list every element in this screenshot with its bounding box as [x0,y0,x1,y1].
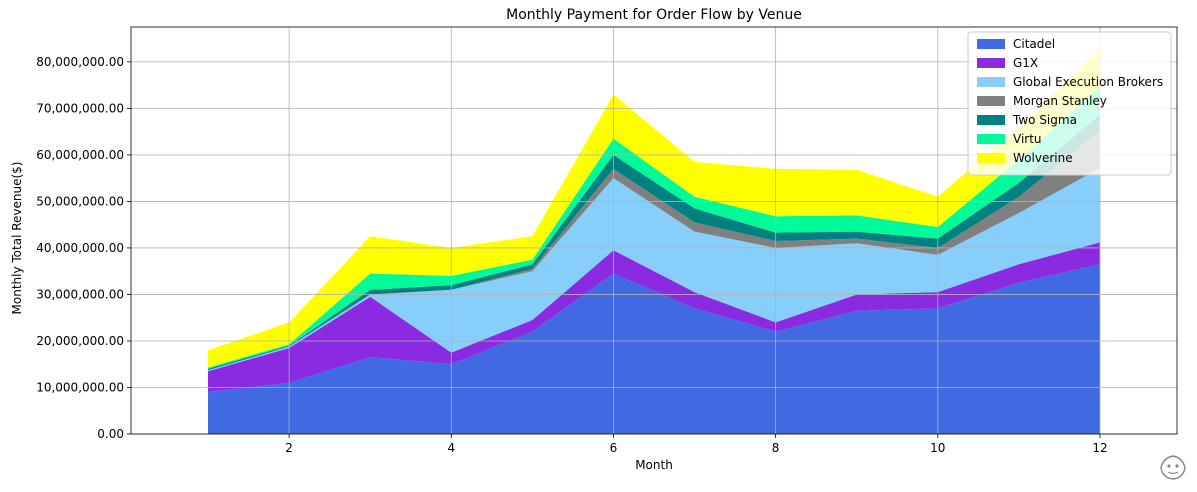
y-tick-label: 60,000,000.00 [36,148,124,162]
y-tick-label: 20,000,000.00 [36,334,124,348]
y-tick-label: 30,000,000.00 [36,287,124,301]
axes-frame [130,26,1178,435]
legend-swatch [977,96,1005,106]
x-axis-ticks: 2 4 6 8 10 12 [285,434,1108,455]
sticker-icon [1160,455,1186,480]
legend-box [967,31,1172,176]
legend-label: Wolverine [1013,151,1073,165]
axes [130,26,1178,435]
legend-label: Two Sigma [1012,113,1077,127]
x-tick-label: 4 [447,441,455,455]
series-area-morgan-stanley [208,130,1100,371]
x-tick-label: 10 [930,441,945,455]
x-tick-label: 6 [610,441,618,455]
series-area-virtu [208,86,1100,369]
legend-label: Virtu [1013,132,1042,146]
x-tick-label: 12 [1092,441,1107,455]
series-area-global-execution-brokers [208,167,1100,372]
y-axis-ticks: 0.00 10,000,000.00 20,000,000.00 30,000,000… [36,55,131,441]
chart-title: Monthly Payment for Order Flow by Venue [506,7,802,23]
legend-swatch [977,115,1005,125]
legend-swatch [977,134,1005,144]
y-tick-label: 40,000,000.00 [36,241,124,255]
series-area-wolverine [208,47,1100,368]
legend-swatch [977,153,1005,163]
series-area-two-sigma [208,114,1100,371]
y-tick-label: 10,000,000.00 [36,380,124,394]
series-area-g1x [208,242,1100,393]
x-tick-label: 8 [772,441,780,455]
legend-label: G1X [1013,56,1038,70]
series-area-citadel [208,264,1100,434]
legend-label: Global Execution Brokers [1013,75,1163,89]
y-tick-label: 70,000,000.00 [36,101,124,115]
y-axis-label: Monthly Total Revenue($) [10,162,24,315]
legend: Citadel G1X Global Execution Brokers Morgan… [967,31,1172,176]
x-tick-label: 2 [285,441,293,455]
series-areas [208,47,1100,434]
y-tick-label: 0.00 [97,427,124,441]
legend-label: Morgan Stanley [1013,94,1107,108]
legend-label: Citadel [1013,37,1055,51]
y-tick-label: 50,000,000.00 [36,194,124,208]
y-tick-label: 80,000,000.00 [36,55,124,69]
legend-swatch [977,77,1005,87]
legend-swatch [977,58,1005,68]
x-axis-label: Month [635,458,673,472]
legend-swatch [977,39,1005,49]
